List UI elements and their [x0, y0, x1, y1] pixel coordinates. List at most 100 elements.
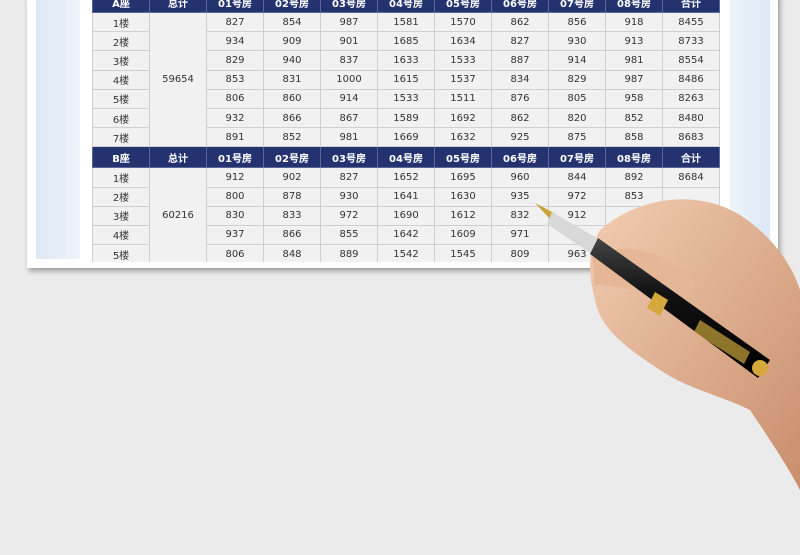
- value-cell[interactable]: 887: [491, 50, 549, 71]
- block-header-row: A座 总计 01号房 02号房 03号房 04号房 05号房 06号房 07号房 08号房 合计: [92, 0, 720, 13]
- value-cell[interactable]: 909: [263, 31, 321, 52]
- floor-cell[interactable]: 7楼: [92, 127, 150, 148]
- value-cell[interactable]: 1695: [434, 167, 492, 188]
- value-cell[interactable]: 940: [263, 50, 321, 71]
- block-total-cell[interactable]: 60216: [149, 167, 207, 265]
- value-cell[interactable]: 827: [491, 31, 549, 52]
- value-cell[interactable]: 809: [491, 244, 549, 265]
- floor-cell[interactable]: 1楼: [92, 11, 150, 33]
- value-cell[interactable]: 1537: [434, 69, 492, 90]
- value-cell[interactable]: 1000: [320, 69, 378, 90]
- value-cell[interactable]: 854: [263, 11, 321, 33]
- value-cell[interactable]: 8684: [662, 167, 720, 188]
- value-cell[interactable]: 866: [263, 224, 321, 246]
- value-cell[interactable]: 8486: [662, 69, 720, 90]
- value-cell[interactable]: 856: [548, 11, 606, 33]
- table-row: 7楼 891 852 981 1669 1632 925 875 858 8683: [92, 127, 720, 148]
- floor-cell[interactable]: 2楼: [92, 31, 150, 52]
- table-row: 1楼 60216 912 902 827 1652 1695 960 844 892 8684: [92, 167, 720, 265]
- value-cell[interactable]: 901: [320, 31, 378, 52]
- value-cell[interactable]: 806: [206, 244, 264, 265]
- value-cell[interactable]: 876: [491, 88, 549, 109]
- value-cell[interactable]: 889: [320, 244, 378, 265]
- value-cell[interactable]: 820: [548, 107, 606, 129]
- column-header: 07号房: [548, 0, 606, 13]
- value-cell[interactable]: 1692: [434, 107, 492, 129]
- value-cell[interactable]: 934: [206, 31, 264, 52]
- value-cell[interactable]: 827: [320, 167, 378, 188]
- value-cell[interactable]: 891: [206, 127, 264, 148]
- column-header: 04号房: [377, 0, 435, 13]
- value-cell[interactable]: 912: [548, 205, 606, 226]
- hand-shape: [590, 199, 800, 490]
- value-cell[interactable]: 960: [491, 167, 549, 188]
- value-cell[interactable]: 852: [263, 127, 321, 148]
- floor-cell[interactable]: 1楼: [92, 167, 150, 188]
- table-row: 4楼 937 866 855 1642 1609 971: [92, 224, 720, 246]
- table-row: 1楼 59654 827 854 987 1581 1570 862 856 918 8455: [92, 11, 720, 148]
- value-cell[interactable]: 858: [605, 127, 663, 148]
- value-cell[interactable]: 1669: [377, 127, 435, 148]
- value-cell[interactable]: 913: [605, 31, 663, 52]
- value-cell[interactable]: 930: [548, 31, 606, 52]
- value-cell[interactable]: 831: [263, 69, 321, 90]
- value-cell[interactable]: 918: [605, 11, 663, 33]
- total-header: 总计: [149, 0, 207, 13]
- column-header: 03号房: [320, 0, 378, 13]
- value-cell[interactable]: 875: [548, 127, 606, 148]
- value-cell[interactable]: 833: [263, 205, 321, 226]
- value-cell[interactable]: 853: [206, 69, 264, 90]
- value-cell[interactable]: 1630: [434, 186, 492, 207]
- table-row: 2楼 800 878 930 1641 1630 935 972 853: [92, 186, 720, 207]
- value-cell[interactable]: 8683: [662, 127, 720, 148]
- floor-cell[interactable]: 5楼: [92, 244, 150, 265]
- floor-cell[interactable]: 3楼: [92, 50, 150, 71]
- value-cell[interactable]: 930: [320, 186, 378, 207]
- value-cell[interactable]: 848: [263, 244, 321, 265]
- fountain-pen: [535, 203, 770, 378]
- column-header: 02号房: [263, 0, 321, 13]
- value-cell[interactable]: 878: [263, 186, 321, 207]
- value-cell[interactable]: 800: [206, 186, 264, 207]
- column-header: 03号房: [320, 146, 378, 169]
- value-cell[interactable]: 829: [548, 69, 606, 90]
- value-cell[interactable]: 981: [320, 127, 378, 148]
- floor-cell[interactable]: 6楼: [92, 107, 150, 129]
- value-cell[interactable]: 827: [206, 11, 264, 33]
- floor-cell[interactable]: 3楼: [92, 205, 150, 226]
- value-cell[interactable]: 844: [548, 167, 606, 188]
- value-cell[interactable]: 855: [320, 224, 378, 246]
- value-cell[interactable]: 1652: [377, 167, 435, 188]
- value-cell[interactable]: 937: [206, 224, 264, 246]
- column-header: 02号房: [263, 146, 321, 169]
- value-cell[interactable]: 806: [206, 88, 264, 109]
- value-cell[interactable]: 832: [491, 205, 549, 226]
- block-header-row: B座 总计 01号房 02号房 03号房 04号房 05号房 06号房 07号房 08号房 合计: [92, 146, 720, 169]
- floor-cell[interactable]: 4楼: [92, 224, 150, 246]
- table-row: 2楼 934 909 901 1685 1634 827 930 913 8733: [92, 31, 720, 52]
- value-cell[interactable]: 892: [605, 167, 663, 188]
- floor-cell[interactable]: 5楼: [92, 88, 150, 109]
- value-cell[interactable]: 862: [491, 107, 549, 129]
- table-row: 3楼 829 940 837 1633 1533 887 914 981 8554: [92, 50, 720, 71]
- value-cell[interactable]: 914: [320, 88, 378, 109]
- value-cell[interactable]: 1542: [377, 244, 435, 265]
- value-cell[interactable]: 1634: [434, 31, 492, 52]
- value-cell[interactable]: 1589: [377, 107, 435, 129]
- value-cell[interactable]: 981: [605, 50, 663, 71]
- left-panel: [36, 0, 80, 259]
- table-row: 3楼 830 833 972 1690 1612 832 912: [92, 205, 720, 226]
- value-cell[interactable]: 971: [491, 224, 549, 246]
- value-cell[interactable]: 8455: [662, 11, 720, 33]
- value-cell[interactable]: 852: [605, 107, 663, 129]
- room-data-table: A座 总计 01号房 02号房 03号房 04号房 05号房 06号房 07号房 08号房 合计 1楼…: [92, 0, 720, 265]
- value-cell[interactable]: 925: [491, 127, 549, 148]
- value-cell[interactable]: 1533: [377, 88, 435, 109]
- column-header: 06号房: [491, 0, 549, 13]
- column-header: 05号房: [434, 146, 492, 169]
- block-total-cell[interactable]: 59654: [149, 11, 207, 148]
- column-header: 合计: [662, 0, 720, 13]
- table-cutoff: [92, 262, 722, 268]
- value-cell[interactable]: 987: [320, 11, 378, 33]
